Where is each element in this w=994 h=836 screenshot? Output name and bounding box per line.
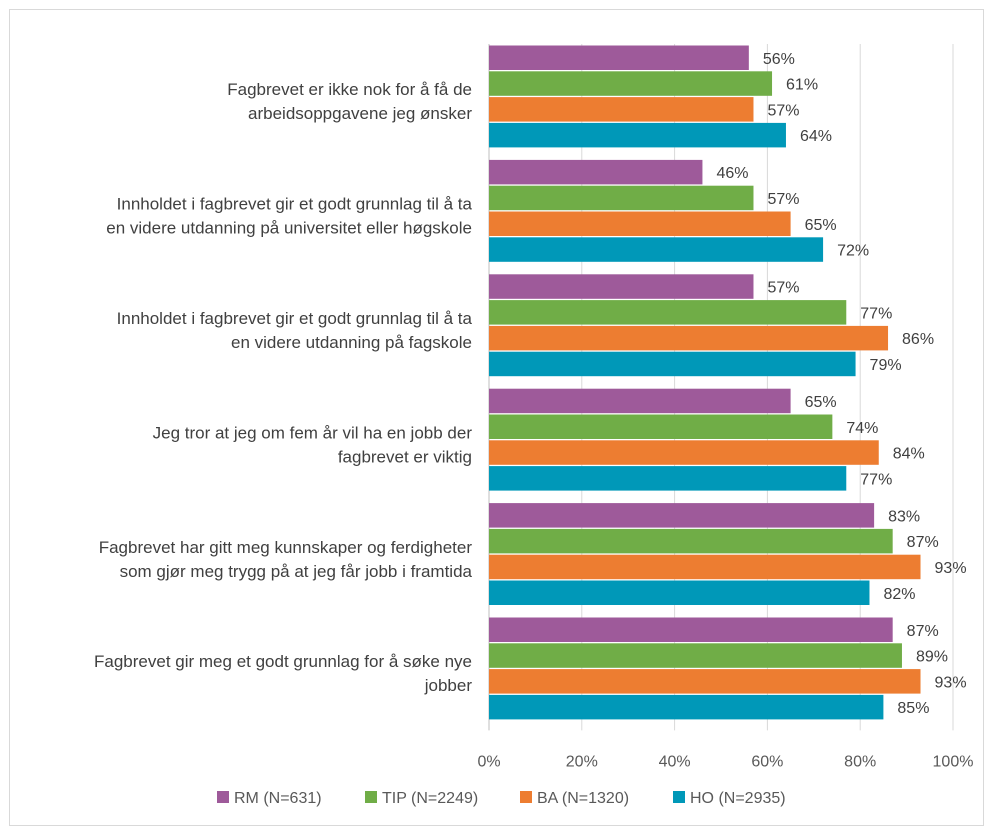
bar xyxy=(489,351,856,377)
bar xyxy=(489,300,847,325)
bar xyxy=(489,440,879,465)
legend-swatch xyxy=(520,791,532,803)
x-tick-label: 100% xyxy=(933,753,974,770)
bar xyxy=(489,388,791,414)
category-label: fagbrevet er viktig xyxy=(338,447,472,466)
legend-swatch xyxy=(365,791,377,803)
data-label: 84% xyxy=(893,446,925,463)
bar xyxy=(489,71,773,96)
bar xyxy=(489,503,875,528)
data-label: 57% xyxy=(767,102,799,119)
data-label: 89% xyxy=(916,649,948,666)
category-label: Fagbrevet har gitt meg kunnskaper og fer… xyxy=(99,538,473,557)
legend-swatch xyxy=(673,791,685,803)
category-label: Innholdet i fagbrevet gir et godt grunnl… xyxy=(117,309,473,328)
bar xyxy=(489,274,754,299)
data-label: 87% xyxy=(907,534,939,551)
category-label: en videre utdanning på fagskole xyxy=(231,333,472,352)
x-tick-label: 60% xyxy=(751,753,783,770)
bar xyxy=(489,617,893,642)
data-label: 64% xyxy=(800,128,832,145)
data-label: 85% xyxy=(897,700,929,717)
bar xyxy=(489,669,921,694)
category-label: Jeg tror at jeg om fem år vil ha en jobb… xyxy=(153,423,473,442)
bar xyxy=(489,185,754,211)
category-label: en videre utdanning på universitet eller… xyxy=(106,219,472,238)
data-label: 74% xyxy=(846,420,878,437)
data-label: 72% xyxy=(837,243,869,260)
data-label: 86% xyxy=(902,331,934,348)
bar xyxy=(489,325,889,351)
gridlines xyxy=(488,44,954,731)
data-label: 82% xyxy=(883,586,915,603)
bar xyxy=(489,694,884,720)
data-label: 79% xyxy=(870,357,902,374)
legend-label: RM (N=631) xyxy=(234,790,322,807)
data-label: 46% xyxy=(716,165,748,182)
data-label: 57% xyxy=(767,280,799,297)
legend: RM (N=631) TIP (N=2249) BA (N=1320) HO (N=2… xyxy=(217,790,786,807)
bar xyxy=(489,211,791,236)
category-label: Fagbrevet er ikke nok for å få de xyxy=(227,80,472,99)
legend-label: TIP (N=2249) xyxy=(382,790,478,807)
data-label: 77% xyxy=(860,305,892,322)
data-label: 93% xyxy=(935,674,967,691)
bar xyxy=(489,414,833,439)
data-label: 83% xyxy=(888,508,920,525)
data-label: 77% xyxy=(860,471,892,488)
category-label: arbeidsoppgavene jeg ønsker xyxy=(248,104,472,123)
legend-label: HO (N=2935) xyxy=(690,790,786,807)
bar xyxy=(489,237,824,262)
data-label: 57% xyxy=(767,191,799,208)
bar xyxy=(489,580,870,605)
bar xyxy=(489,159,703,185)
x-tick-label: 0% xyxy=(477,753,500,770)
bar xyxy=(489,528,893,554)
x-tick-label: 80% xyxy=(844,753,876,770)
x-tick-label: 20% xyxy=(566,753,598,770)
data-label: 56% xyxy=(763,51,795,68)
x-axis-ticks: 0% 20% 40% 60% 80% 100% xyxy=(477,753,973,770)
x-tick-label: 40% xyxy=(659,753,691,770)
bar xyxy=(489,466,847,491)
data-label: 65% xyxy=(805,217,837,234)
category-label: som gjør meg trygg på at jeg får jobb i … xyxy=(120,562,473,581)
category-label: Innholdet i fagbrevet gir et godt grunnl… xyxy=(117,195,473,214)
data-label: 93% xyxy=(935,560,967,577)
data-label: 87% xyxy=(907,623,939,640)
legend-label: BA (N=1320) xyxy=(537,790,629,807)
data-label: 65% xyxy=(805,394,837,411)
category-labels: Fagbrevet er ikke nok for å få de arbeids… xyxy=(94,80,473,695)
bar xyxy=(489,554,921,580)
bar xyxy=(489,97,754,122)
value-labels: 56%61%57%64%46%57%65%72%57%77%86%79%65%7… xyxy=(716,51,966,717)
data-label: 61% xyxy=(786,77,818,94)
bar xyxy=(489,45,749,70)
bar xyxy=(489,122,786,148)
category-label: Fagbrevet gir meg et godt grunnlag for å… xyxy=(94,652,472,671)
bars xyxy=(489,45,921,720)
bar xyxy=(489,643,902,668)
legend-swatch xyxy=(217,791,229,803)
category-label: jobber xyxy=(424,676,473,695)
